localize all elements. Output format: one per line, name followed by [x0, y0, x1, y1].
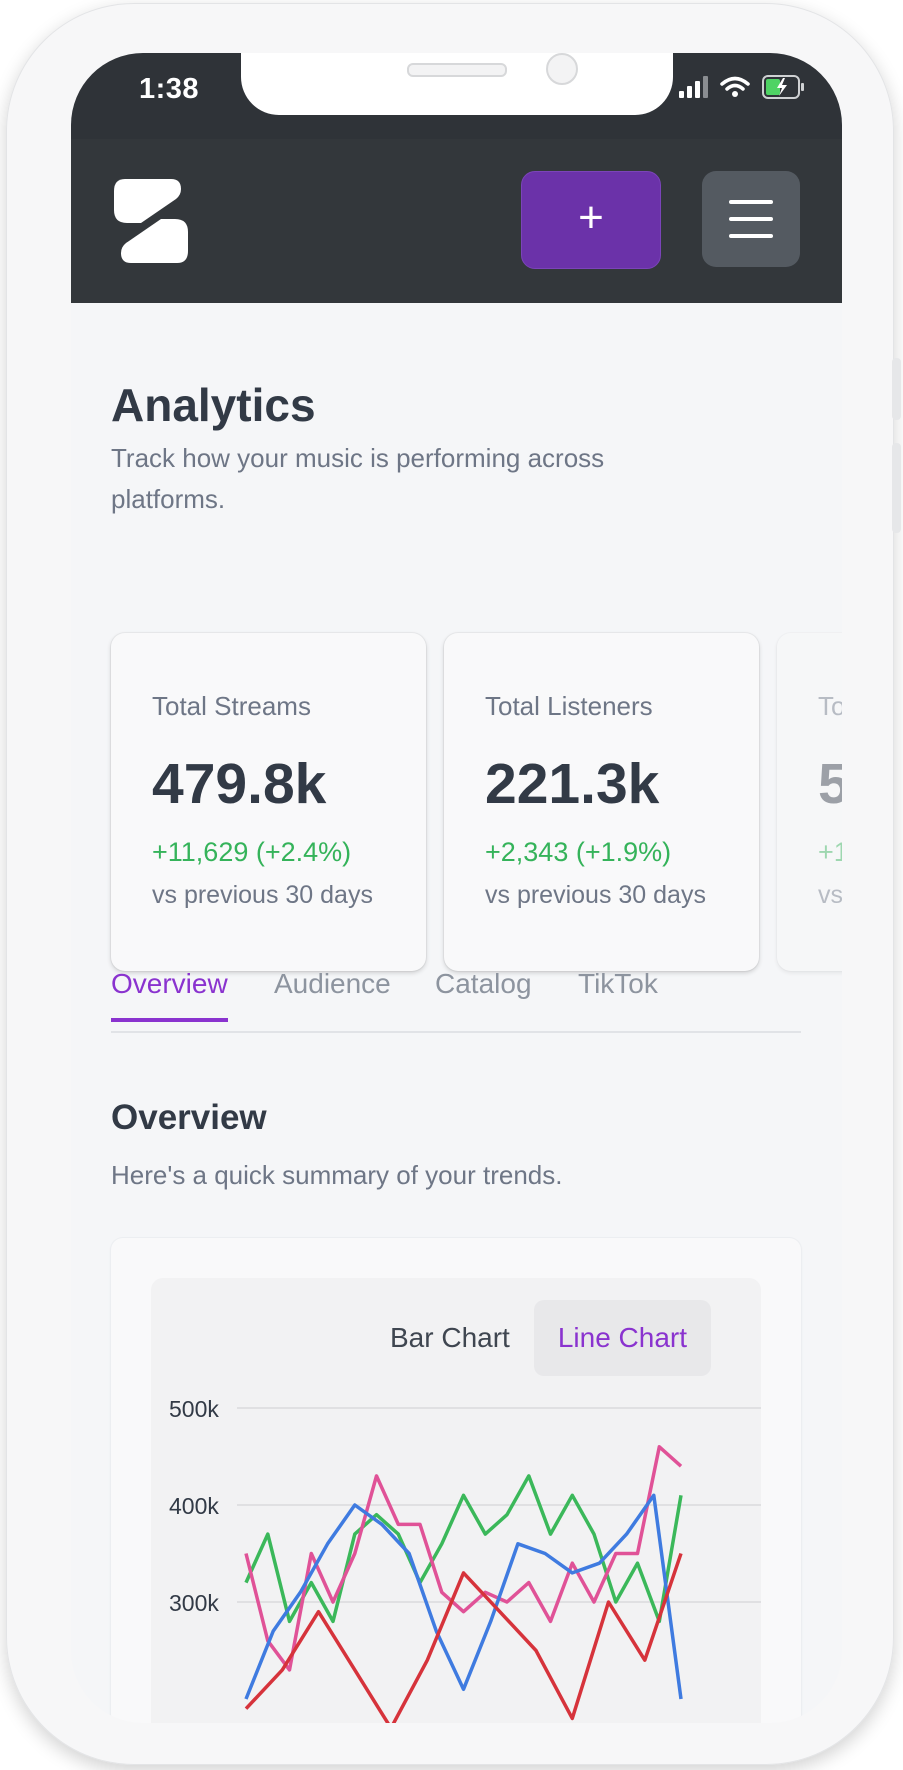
stat-period: vs previous 30 days	[152, 881, 373, 909]
main-content: Analytics Track how your music is perfor…	[71, 303, 842, 1723]
chart-panel: Bar Chart Line Chart 500k 400k 300k	[151, 1278, 761, 1723]
series-line-0	[244, 1474, 683, 1624]
menu-button[interactable]	[702, 171, 800, 267]
stat-delta: +1	[818, 837, 842, 867]
chart-card: Bar Chart Line Chart 500k 400k 300k	[111, 1238, 801, 1723]
add-button[interactable]: +	[521, 171, 661, 269]
series-line-2	[244, 1493, 683, 1700]
device-side-button	[892, 358, 901, 420]
section-title: Overview	[111, 1098, 267, 1137]
front-camera	[546, 53, 578, 85]
device-notch	[241, 53, 673, 115]
plus-icon: +	[578, 193, 604, 242]
status-bar: 1:38	[71, 53, 842, 139]
stat-card-streams: Total Streams 479.8k +11,629 (+2.4%) vs …	[111, 633, 426, 971]
signal-icon	[679, 76, 708, 98]
stat-period: vs	[818, 881, 842, 909]
y-tick-label: 400k	[169, 1493, 219, 1519]
y-tick-label: 300k	[169, 1590, 219, 1616]
stat-card-partial: To 5 +1 vs	[777, 633, 842, 971]
page-subtitle: Track how your music is performing acros…	[111, 443, 605, 514]
stat-delta: +2,343 (+1.9%)	[485, 837, 672, 867]
stat-value: 5	[818, 752, 842, 816]
series-line-3	[244, 1552, 683, 1723]
line-chart	[237, 1407, 761, 1723]
menu-icon	[729, 217, 773, 221]
stat-label: Total Listeners	[485, 691, 653, 721]
menu-icon	[729, 234, 773, 238]
speaker-grille	[407, 63, 507, 77]
stat-period: vs previous 30 days	[485, 881, 706, 909]
wifi-icon	[720, 76, 750, 97]
stat-value: 221.3k	[485, 752, 660, 816]
status-icons	[678, 75, 806, 99]
series-line-1	[244, 1445, 683, 1672]
stat-card-listeners: Total Listeners 221.3k +2,343 (+1.9%) vs…	[444, 633, 759, 971]
menu-icon	[729, 200, 773, 204]
chart-type-toggle: Bar Chart Line Chart	[366, 1300, 712, 1376]
tab-bar: Overview Audience Catalog TikTok	[111, 968, 801, 1033]
y-tick-label: 500k	[169, 1396, 219, 1422]
stat-delta: +11,629 (+2.4%)	[152, 837, 352, 867]
stat-value: 479.8k	[152, 752, 327, 816]
tab-overview[interactable]: Overview	[111, 968, 228, 1022]
bar-chart-button[interactable]: Bar Chart	[390, 1322, 510, 1353]
tab-audience[interactable]: Audience	[274, 968, 391, 999]
stats-row: Total Streams 479.8k +11,629 (+2.4%) vs …	[111, 633, 842, 983]
app-header: +	[71, 139, 842, 303]
page-title: Analytics	[111, 379, 316, 431]
tab-tiktok[interactable]: TikTok	[578, 968, 658, 999]
stat-label: To	[818, 691, 842, 721]
line-chart-button[interactable]: Line Chart	[533, 1300, 712, 1376]
device-frame: 1:38	[6, 3, 901, 1765]
logo-icon	[114, 179, 188, 263]
stat-label: Total Streams	[152, 691, 311, 721]
section-subtitle: Here's a quick summary of your trends.	[111, 1160, 563, 1190]
app-screen: 1:38	[71, 53, 842, 1723]
status-time: 1:38	[139, 73, 200, 105]
tab-catalog[interactable]: Catalog	[435, 968, 532, 999]
battery-charging-icon	[762, 75, 804, 99]
device-side-button	[892, 443, 901, 533]
